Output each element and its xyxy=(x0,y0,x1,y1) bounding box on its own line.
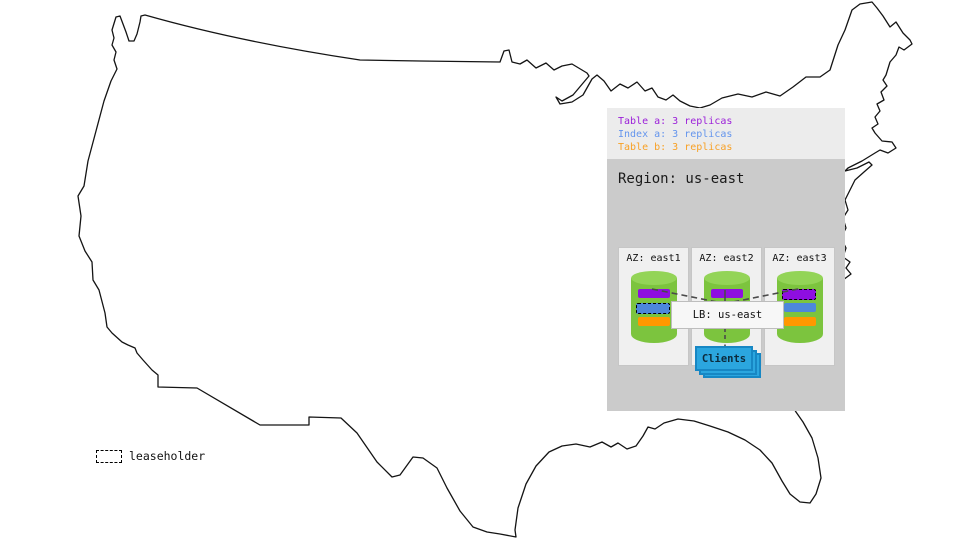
replica-table-b xyxy=(783,317,816,326)
leaseholder-key: leaseholder xyxy=(96,449,205,463)
replica-table-a-leaseholder xyxy=(781,289,816,300)
load-balancer-box: LB: us-east xyxy=(671,301,784,329)
clients-stack: Clients xyxy=(695,346,765,382)
legend-index-a: Index a: 3 replicas xyxy=(618,129,733,140)
az-east2-label: AZ: east2 xyxy=(699,253,754,264)
clients-label: Clients xyxy=(701,352,747,365)
az-east1-label: AZ: east1 xyxy=(626,253,681,264)
cylinder-top xyxy=(630,271,677,285)
replica-table-a xyxy=(637,289,670,298)
lb-label: LB: us-east xyxy=(692,309,763,321)
leaseholder-key-label: leaseholder xyxy=(129,449,206,463)
replica-table-b xyxy=(637,317,670,326)
az-box-east1: AZ: east1 xyxy=(618,247,689,366)
leaseholder-swatch-icon xyxy=(96,449,122,463)
legend-table-a: Table a: 3 replicas xyxy=(618,116,733,127)
cylinder-top xyxy=(703,271,750,285)
us-border-path xyxy=(77,1,913,538)
legend-table-b: Table b: 3 replicas xyxy=(618,142,733,153)
cylinder-top xyxy=(776,271,823,285)
replica-table-a xyxy=(710,289,743,298)
database-cylinder-icon xyxy=(630,271,677,343)
replica-legend: Table a: 3 replicas Index a: 3 replicas … xyxy=(607,108,845,159)
az-east3-label: AZ: east3 xyxy=(772,253,827,264)
replica-index-a-leaseholder xyxy=(635,303,670,314)
clients-box: Clients xyxy=(695,346,753,371)
region-title: Region: us-east xyxy=(618,171,745,187)
replica-index-a xyxy=(783,303,816,312)
